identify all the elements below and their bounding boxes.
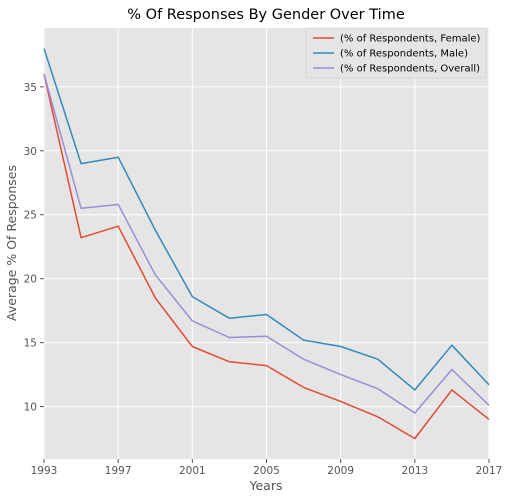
series-lines	[43, 48, 490, 440]
x-tick-label: 2005	[253, 465, 280, 477]
legend-entry-label: (% of Respondents, Female)	[340, 34, 481, 45]
legend-entry-label: (% of Respondents, Male)	[340, 49, 468, 60]
x-tick-label: 2009	[327, 465, 354, 477]
y-tick-label: 35	[24, 82, 37, 94]
x-tick-label: 1997	[105, 465, 132, 477]
y-axis-ticks: 10 15 20 25 30 35	[24, 82, 44, 414]
x-axis-label: Years	[249, 478, 283, 493]
y-tick-label: 10	[24, 402, 37, 414]
y-axis-label: Average % Of Responses	[4, 165, 19, 321]
series-line-1	[43, 73, 490, 440]
x-tick-label: 2001	[179, 465, 206, 477]
legend: (% of Respondents, Female) (% of Responde…	[305, 27, 487, 79]
y-tick-label: 20	[24, 274, 37, 286]
x-axis-ticks: 1993 1997 2001 2005 2009 2013 2017	[31, 459, 503, 477]
x-tick-label: 1993	[31, 465, 58, 477]
legend-box	[305, 27, 487, 79]
y-tick-label: 30	[24, 146, 37, 158]
y-tick-label: 25	[24, 210, 37, 222]
x-tick-label: 2013	[401, 465, 428, 477]
y-tick-label: 15	[24, 338, 37, 350]
series-line-2	[43, 48, 490, 391]
series-line-3	[43, 73, 490, 414]
chart-title: % Of Responses By Gender Over Time	[127, 7, 405, 23]
x-tick-label: 2017	[476, 465, 503, 477]
grid-lines	[43, 28, 490, 459]
legend-entry-label: (% of Respondents, Overall)	[340, 64, 480, 75]
